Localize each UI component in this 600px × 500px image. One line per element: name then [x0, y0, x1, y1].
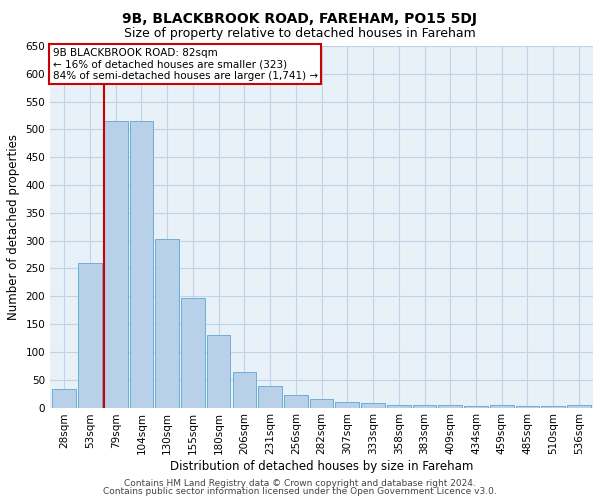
X-axis label: Distribution of detached houses by size in Fareham: Distribution of detached houses by size …	[170, 460, 473, 473]
Text: Contains HM Land Registry data © Crown copyright and database right 2024.: Contains HM Land Registry data © Crown c…	[124, 478, 476, 488]
Bar	[284, 394, 308, 407]
Text: Contains public sector information licensed under the Open Government Licence v3: Contains public sector information licen…	[103, 487, 497, 496]
Bar	[541, 406, 565, 408]
Text: 9B BLACKBROOK ROAD: 82sqm
← 16% of detached houses are smaller (323)
84% of semi: 9B BLACKBROOK ROAD: 82sqm ← 16% of detac…	[53, 48, 318, 81]
Bar	[78, 263, 102, 408]
Bar	[233, 372, 256, 408]
Bar	[310, 398, 334, 407]
Y-axis label: Number of detached properties: Number of detached properties	[7, 134, 20, 320]
Bar	[207, 335, 230, 407]
Bar	[413, 404, 436, 407]
Text: 9B, BLACKBROOK ROAD, FAREHAM, PO15 5DJ: 9B, BLACKBROOK ROAD, FAREHAM, PO15 5DJ	[122, 12, 478, 26]
Bar	[361, 403, 385, 407]
Bar	[439, 404, 462, 407]
Bar	[258, 386, 282, 407]
Bar	[104, 121, 128, 408]
Bar	[335, 402, 359, 407]
Bar	[464, 406, 488, 408]
Text: Size of property relative to detached houses in Fareham: Size of property relative to detached ho…	[124, 28, 476, 40]
Bar	[52, 389, 76, 407]
Bar	[490, 404, 514, 407]
Bar	[515, 406, 539, 408]
Bar	[387, 404, 410, 407]
Bar	[155, 239, 179, 408]
Bar	[130, 121, 153, 408]
Bar	[567, 404, 591, 407]
Bar	[181, 298, 205, 408]
